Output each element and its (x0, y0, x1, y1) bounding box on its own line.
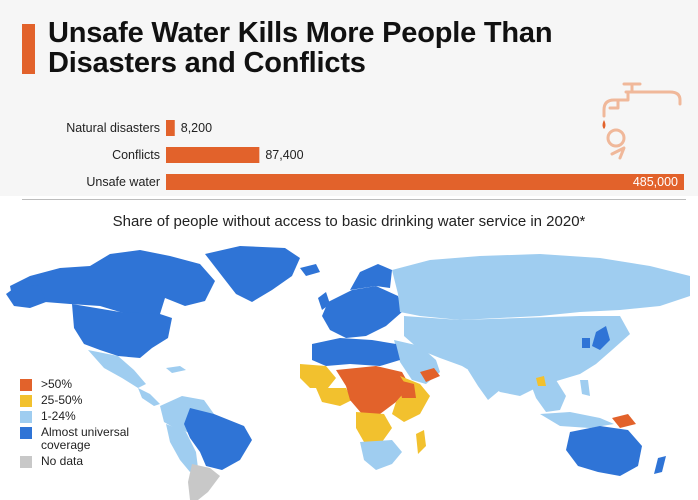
faucet-icon (602, 82, 682, 160)
world-map (6, 246, 690, 500)
bar-chart: Natural disasters 8,200 Conflicts 87,400 Uns… (66, 120, 684, 190)
header-panel (0, 0, 698, 196)
legend-label: 25-50% (41, 393, 83, 407)
bar-value-label: 8,200 (181, 121, 212, 135)
map-north-africa (312, 338, 400, 366)
map-australia (566, 426, 642, 476)
map-new-zealand (654, 456, 666, 474)
map-central-america (138, 388, 160, 406)
map-uk (318, 292, 330, 310)
legend-item: 25-50% (20, 394, 161, 407)
legend-item: 1-24% (20, 410, 161, 423)
map-title: Share of people without access to basic … (112, 213, 586, 230)
map-caribbean (166, 366, 186, 373)
bar (166, 174, 684, 190)
map-congo (356, 412, 392, 442)
legend-swatch (20, 427, 32, 439)
bar-value-label: 485,000 (633, 175, 678, 189)
title-accent-bar (22, 24, 35, 74)
map-central-africa (336, 366, 410, 414)
map-mexico (88, 350, 146, 388)
legend-item: Almost universal coverage (20, 426, 161, 452)
map-madagascar (416, 430, 426, 454)
legend-label: Almost universal coverage (41, 425, 130, 452)
map-ethiopia (398, 380, 416, 398)
legend-label: No data (41, 454, 84, 468)
legend-label: >50% (41, 377, 73, 391)
map-usa (72, 304, 172, 358)
map-japan (592, 326, 610, 350)
section-divider (22, 199, 686, 200)
legend-swatch (20, 379, 32, 391)
map-europe (322, 286, 402, 338)
map-argentina (188, 464, 220, 500)
map-russia (392, 254, 690, 320)
map-yemen (420, 368, 440, 382)
bar (166, 120, 175, 136)
map-legend: >50% 25-50% 1-24% Almost universal cover… (20, 378, 161, 471)
map-laos (536, 376, 546, 386)
map-indonesia (540, 412, 614, 428)
legend-swatch (20, 411, 32, 423)
bar-category-label: Unsafe water (86, 175, 160, 189)
map-india (468, 356, 510, 400)
map-sahel-west (300, 364, 336, 388)
legend-item: No data (20, 455, 161, 468)
map-brazil (184, 408, 252, 470)
legend-label: 1-24% (41, 409, 76, 423)
map-korea (582, 338, 590, 348)
map-greenland (205, 246, 300, 302)
bar-category-label: Natural disasters (66, 121, 160, 135)
legend-item: >50% (20, 378, 161, 391)
map-andes (166, 424, 198, 472)
legend-swatch (20, 395, 32, 407)
map-east-africa (392, 376, 430, 422)
bar (166, 147, 260, 163)
bar-value-label: 87,400 (265, 148, 303, 162)
bar-category-label: Conflicts (112, 148, 160, 162)
map-west-africa (316, 388, 352, 406)
map-southern-africa (360, 440, 402, 470)
map-canada (10, 250, 215, 316)
legend-swatch (20, 456, 32, 468)
map-southeast-asia (530, 380, 566, 412)
page-title: Unsafe Water Kills More People Than Disa… (48, 17, 553, 79)
map-alaska (6, 284, 46, 308)
map-scandinavia (350, 264, 392, 290)
map-papua-new-guinea (612, 414, 636, 428)
map-iceland (300, 264, 320, 276)
map-philippines (580, 380, 590, 396)
map-asia (404, 316, 630, 396)
